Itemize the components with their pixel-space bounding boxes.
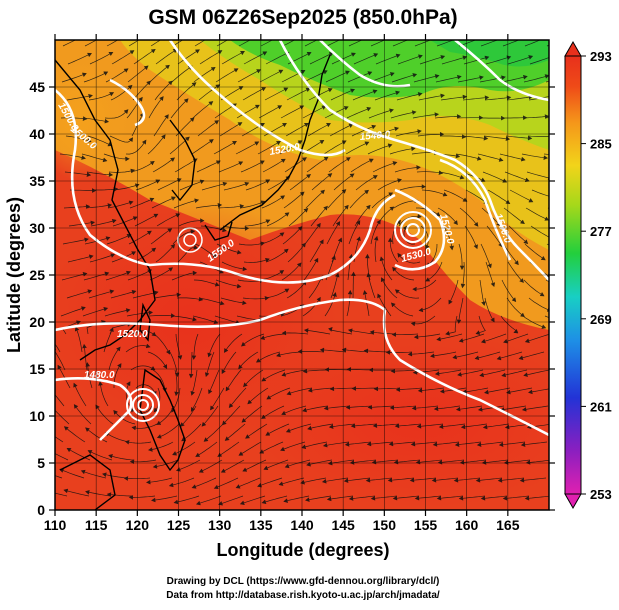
- streamline-arrow: [169, 32, 173, 35]
- x-tick-label: 130: [208, 517, 232, 533]
- y-tick-label: 35: [29, 173, 45, 189]
- colorbar-tick-label: 261: [590, 399, 612, 414]
- x-tick-label: 145: [331, 517, 355, 533]
- map-title: GSM 06Z26Sep2025 (850.0hPa): [148, 6, 457, 29]
- streamline-arrow: [213, 33, 217, 36]
- streamline-arrow: [147, 33, 151, 37]
- warm-region: [30, 60, 130, 180]
- streamline-arrow: [552, 196, 556, 200]
- streamline-arrow: [413, 36, 417, 40]
- streamline-arrow: [550, 55, 554, 59]
- credit-line-2: Data from http://database.rish.kyoto-u.a…: [166, 590, 440, 601]
- streamline-arrow: [545, 36, 549, 40]
- x-tick-label: 160: [455, 517, 479, 533]
- y-tick-label: 0: [37, 502, 45, 518]
- streamline-arrow: [346, 35, 350, 38]
- streamline-arrow: [550, 94, 554, 98]
- y-tick-label: 40: [29, 126, 45, 142]
- x-tick-label: 135: [249, 517, 273, 533]
- streamline-arrow: [550, 135, 554, 139]
- y-tick-label: 25: [29, 267, 45, 283]
- streamline-arrow: [51, 406, 55, 410]
- colorbar-tick-label: 293: [590, 49, 612, 64]
- y-tick-label: 10: [29, 408, 45, 424]
- x-tick-label: 140: [290, 517, 314, 533]
- x-tick-label: 125: [167, 517, 191, 533]
- credit-line-1: Drawing by DCL (https://www.gfd-dennou.o…: [167, 576, 440, 587]
- warm-region: [240, 330, 600, 510]
- streamline-arrow: [567, 36, 571, 40]
- streamline-arrow: [391, 35, 395, 39]
- colorbar-bottom-arrow: [565, 494, 581, 508]
- x-tick-label: 165: [496, 517, 520, 533]
- x-tick-label: 150: [373, 517, 397, 533]
- streamline-arrow: [235, 34, 239, 37]
- colorbar-tick-label: 253: [590, 487, 612, 502]
- streamline-arrow: [104, 34, 108, 37]
- x-tick-label: 120: [126, 517, 150, 533]
- x-axis-label: Longitude (degrees): [216, 540, 389, 560]
- streamline-arrow: [125, 33, 129, 36]
- y-tick-label: 45: [29, 79, 45, 95]
- colorbar-tick-label: 277: [590, 224, 612, 239]
- colorbar-tick-label: 269: [590, 312, 612, 327]
- x-tick-label: 110: [44, 517, 67, 533]
- streamline-arrow: [191, 33, 195, 36]
- colorbar-gradient: [565, 56, 581, 494]
- streamline-arrow: [368, 35, 372, 39]
- y-tick-label: 15: [29, 361, 45, 377]
- streamline-arrow: [45, 448, 49, 451]
- x-tick-label: 155: [414, 517, 438, 533]
- streamline-arrow: [280, 34, 284, 37]
- streamline-arrow: [44, 332, 48, 336]
- colorbar: 293 285 277 269 261 253: [565, 42, 612, 508]
- y-axis-label: Latitude (degrees): [4, 197, 24, 353]
- streamline-arrow: [42, 489, 46, 493]
- y-tick-label: 5: [37, 455, 45, 471]
- streamline: [547, 36, 571, 46]
- streamline-arrow: [324, 34, 328, 38]
- x-tick-label: 115: [85, 517, 108, 533]
- streamline-arrow: [42, 428, 46, 432]
- colorbar-top-arrow: [565, 42, 581, 56]
- streamline-arrow: [82, 35, 86, 38]
- streamline-arrow: [48, 386, 52, 390]
- plot-area: 1500.0 1520.0 1500.0 1550.0 1480.0 1520.…: [30, 32, 600, 510]
- contour-label: 1480.0: [84, 370, 115, 381]
- y-tick-label: 20: [29, 314, 45, 330]
- colorbar-tick-label: 285: [590, 137, 612, 152]
- contour-label: 1520.0: [117, 329, 148, 340]
- y-tick-label: 30: [29, 220, 45, 236]
